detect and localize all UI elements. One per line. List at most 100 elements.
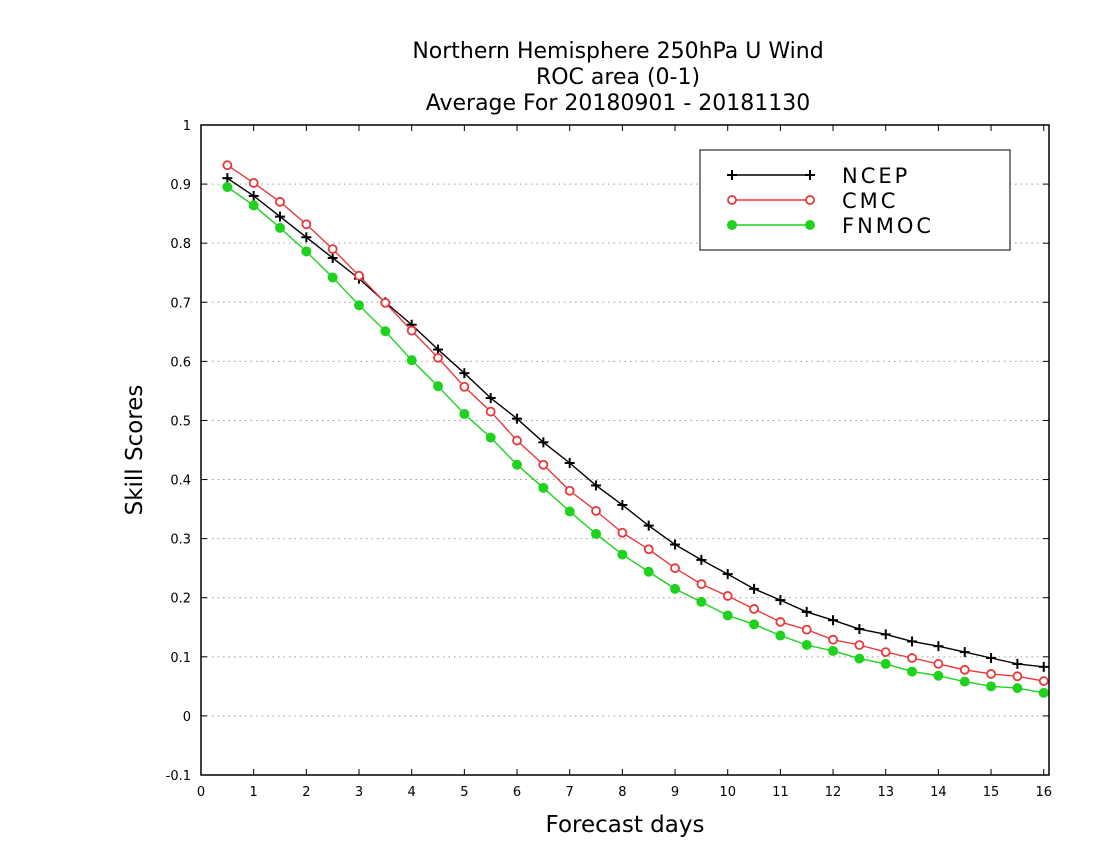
x-tick-label: 11 [772,785,789,800]
data-point-ncep [433,344,444,355]
data-point-fnmoc [749,619,760,630]
data-point-fnmoc [907,666,918,677]
data-point-fnmoc [433,381,444,392]
data-point-ncep [1038,661,1049,672]
data-point-fnmoc [222,182,233,193]
data-point-ncep [722,569,733,580]
data-point-cmc [907,653,917,663]
title-line-3: Average For 20180901 - 20181130 [426,91,811,116]
x-tick-label: 3 [355,785,363,800]
data-point-fnmoc [248,200,259,211]
legend-marker [805,195,815,205]
data-point-cmc [775,617,786,627]
x-tick-label: 5 [460,785,468,800]
x-tick-label: 14 [930,785,947,800]
data-point-cmc [722,591,733,601]
data-point-cmc [854,640,865,650]
data-point-fnmoc [538,482,549,493]
data-point-cmc [643,544,654,555]
legend-item-ncep: NCEP [727,164,907,188]
data-point-cmc [1038,676,1049,686]
data-point-fnmoc [986,681,997,692]
gridlines [201,183,1049,717]
data-point-cmc [617,527,628,538]
series-line-fnmoc [226,186,1044,694]
data-point-fnmoc [670,583,681,594]
data-point-ncep [327,252,338,263]
data-point-fnmoc [828,645,839,656]
data-point-cmc [564,485,575,496]
data-point-cmc [670,563,680,574]
y-tick-label: 0 [183,710,191,725]
data-point-ncep [854,624,865,635]
data-point-fnmoc [880,658,891,669]
data-point-ncep [485,393,496,403]
data-point-fnmoc [722,610,733,621]
chart-title: Northern Hemisphere 250hPa U Wind ROC ar… [412,39,823,116]
data-point-cmc [433,352,443,363]
data-point-cmc [880,647,891,657]
title-line-1: Northern Hemisphere 250hPa U Wind [412,39,823,64]
x-tick-label: 16 [1035,785,1052,800]
data-point-fnmoc [459,408,470,419]
axis-ticks: -0.100.10.20.30.40.50.60.70.80.910 1 2 3 4 5 6… [166,119,1052,800]
data-point-fnmoc [1012,683,1023,694]
data-point-ncep [617,499,628,510]
x-tick-label: 6 [513,785,521,800]
data-point-fnmoc [775,630,786,641]
data-point-fnmoc [485,432,496,443]
data-point-fnmoc [564,506,575,517]
data-point-fnmoc [933,670,944,681]
x-tick-label: 13 [877,785,894,800]
data-point-ncep [591,480,602,491]
data-point-cmc [696,579,707,590]
data-point-cmc [801,624,812,635]
data-point-ncep [512,413,523,424]
data-point-cmc [749,604,759,614]
data-point-ncep [222,173,233,184]
series-layer [222,160,1049,698]
x-tick-label: 9 [671,785,679,800]
x-tick-label: 2 [302,785,310,800]
data-point-cmc [591,505,601,516]
x-tick-label: 0 [197,785,205,800]
title-line-2: ROC area (0-1) [536,65,700,90]
data-point-ncep [248,190,259,201]
series-line-ncep [226,177,1044,668]
data-point-cmc [828,634,838,645]
data-point-fnmoc [512,459,523,470]
data-point-ncep [301,232,312,243]
data-point-fnmoc [696,596,707,607]
x-tick-label: 8 [618,785,626,800]
data-point-ncep [959,647,970,658]
data-point-fnmoc [301,246,312,257]
data-point-ncep [1012,658,1023,669]
y-tick-label: 0.7 [170,296,191,311]
data-point-ncep [538,437,549,448]
data-point-fnmoc [380,326,391,337]
data-point-ncep [801,606,812,617]
data-point-cmc [327,244,338,254]
legend-item-fnmoc: FNMOC [727,214,931,238]
data-point-ncep [933,641,944,652]
legend-marker [805,170,815,180]
data-point-fnmoc [406,355,417,366]
data-point-fnmoc [327,272,338,283]
data-point-fnmoc [617,549,628,560]
legend-marker [727,170,737,180]
data-point-cmc [222,160,233,171]
y-tick-label: 0.2 [170,592,191,607]
data-point-cmc [301,219,312,230]
data-point-cmc [485,406,496,417]
data-point-cmc [512,435,522,446]
data-point-cmc [959,664,970,675]
x-tick-label: 7 [566,785,574,800]
data-point-ncep [775,595,786,606]
x-tick-label: 1 [250,785,258,800]
y-tick-label: 0.5 [170,414,191,429]
y-tick-label: 0.6 [170,355,191,370]
data-point-ncep [643,520,654,531]
legend-marker [727,195,737,205]
y-tick-label: 0.3 [170,533,191,548]
data-point-cmc [248,178,259,188]
